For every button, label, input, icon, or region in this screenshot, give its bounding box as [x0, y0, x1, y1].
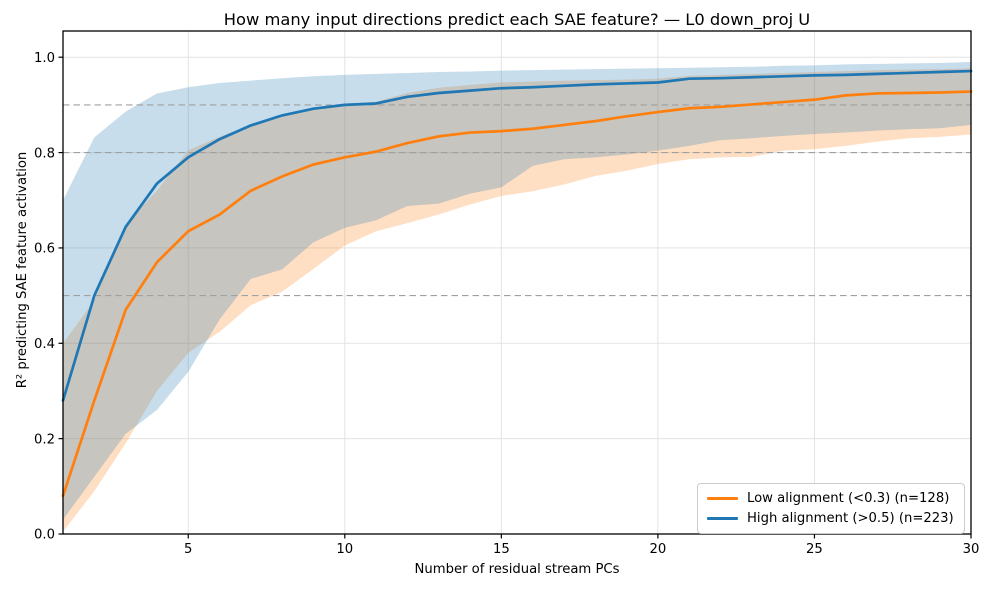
x-tick-label: 15: [493, 542, 510, 557]
series-band-low-alignment: [63, 68, 971, 532]
y-tick-label: 0.2: [34, 432, 55, 447]
tick-layer: 5 10 15 20 25 30 0.0 0.2 0.4 0.6 0.8 1.0: [34, 51, 979, 557]
x-tick-label: 20: [650, 542, 667, 557]
x-tick-label: 10: [336, 542, 353, 557]
x-tick-label: 25: [806, 542, 823, 557]
series-lines-layer: [61, 69, 973, 498]
series-line-high-alignment: [61, 69, 973, 402]
y-tick-label: 1.0: [34, 51, 55, 66]
series-line-low-alignment: [61, 90, 973, 498]
bands-layer: [63, 61, 971, 532]
legend-item-high-alignment: High alignment (>0.5) (n=223): [707, 509, 954, 528]
legend-swatch-high-alignment: [707, 516, 738, 521]
series-band-high-alignment: [63, 61, 971, 520]
x-tick-label: 30: [963, 542, 980, 557]
legend-label-high-alignment: High alignment (>0.5) (n=223): [747, 511, 954, 526]
axes-frame: [62, 30, 972, 535]
chart-title: How many input directions predict each S…: [224, 10, 810, 30]
y-tick-label: 0.0: [34, 528, 55, 543]
legend: Low alignment (<0.3) (n=128) High alignm…: [697, 483, 965, 534]
legend-item-low-alignment: Low alignment (<0.3) (n=128): [707, 489, 954, 508]
legend-swatch-low-alignment: [707, 496, 738, 501]
y-axis-label: R² predicting SAE feature activation: [15, 152, 30, 389]
y-tick-label: 0.8: [34, 146, 55, 161]
x-tick-label: 5: [184, 542, 192, 557]
x-axis-label: Number of residual stream PCs: [415, 562, 620, 577]
y-tick-label: 0.6: [34, 242, 55, 257]
legend-label-low-alignment: Low alignment (<0.3) (n=128): [747, 491, 950, 506]
y-tick-label: 0.4: [34, 337, 55, 352]
axes-frame-layer: [62, 30, 972, 535]
reference-lines-layer: [63, 104, 971, 297]
